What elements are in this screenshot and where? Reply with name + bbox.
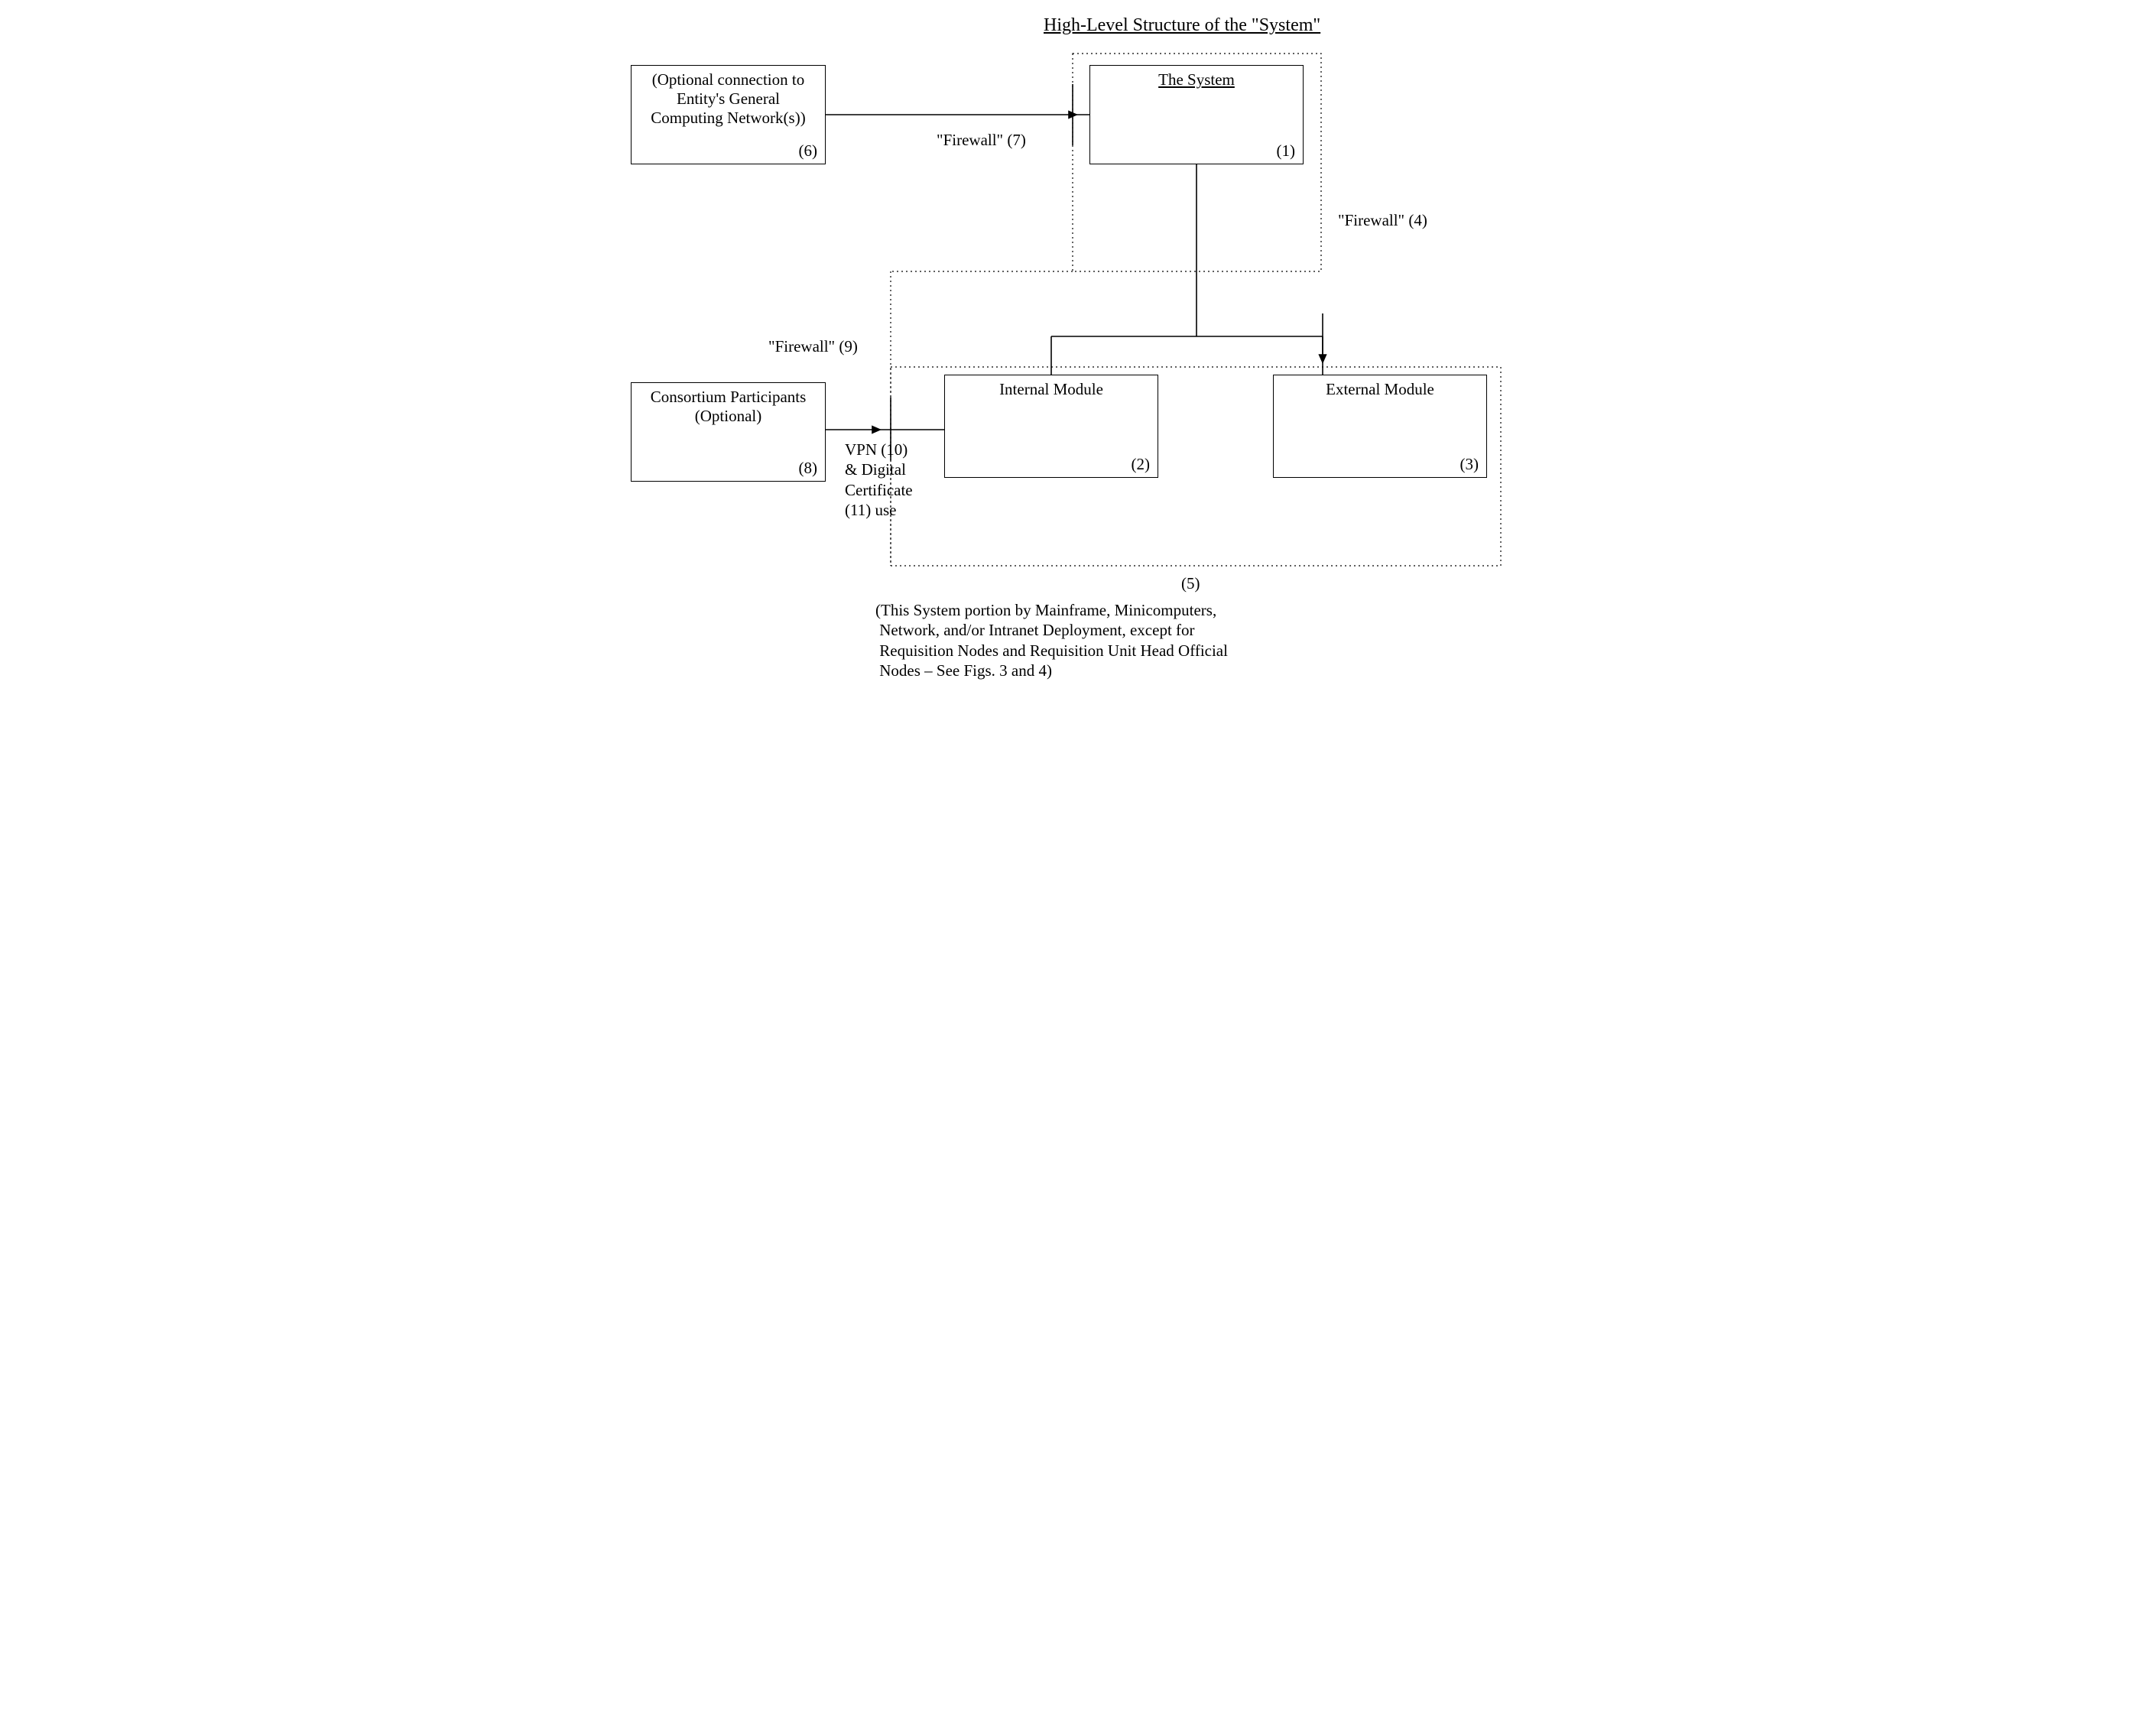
node-text-line: (Optional connection to	[632, 70, 825, 89]
node-optional-connection: (Optional connection toEntity's GeneralC…	[631, 65, 826, 164]
node-label: (Optional connection toEntity's GeneralC…	[632, 66, 825, 128]
diagram-stage: High-Level Structure of the "System" (Op…	[600, 0, 1556, 765]
node-text-line: Entity's General	[632, 89, 825, 109]
node-ref-number: (8)	[799, 459, 818, 478]
node-text-line: Computing Network(s))	[632, 109, 825, 128]
node-label: Consortium Participants(Optional)	[632, 383, 825, 426]
node-text-line: (Optional)	[632, 407, 825, 426]
node-text-line: Consortium Participants	[632, 388, 825, 407]
label-firewall-9: "Firewall" (9)	[768, 336, 858, 356]
node-title: The System	[1090, 70, 1303, 89]
node-text-line: Internal Module	[945, 380, 1158, 399]
node-ref-number: (2)	[1132, 455, 1151, 474]
node-label: The System	[1090, 66, 1303, 89]
node-ref-number: (1)	[1277, 141, 1296, 161]
node-external-module: External Module (3)	[1273, 375, 1487, 478]
label-vpn-digital-cert: VPN (10) & Digital Certificate (11) use	[845, 440, 913, 520]
node-ref-number: (6)	[799, 141, 818, 161]
footer-note: (This System portion by Mainframe, Minic…	[875, 600, 1228, 680]
label-ref-5: (5)	[1181, 573, 1200, 593]
node-text-line: External Module	[1274, 380, 1486, 399]
node-ref-number: (3)	[1460, 455, 1479, 474]
node-label: Internal Module	[945, 375, 1158, 399]
node-label: External Module	[1274, 375, 1486, 399]
node-consortium-participants: Consortium Participants(Optional) (8)	[631, 382, 826, 482]
label-firewall-4: "Firewall" (4)	[1338, 210, 1427, 230]
label-firewall-7: "Firewall" (7)	[937, 130, 1026, 150]
node-the-system: The System (1)	[1089, 65, 1304, 164]
node-internal-module: Internal Module (2)	[944, 375, 1158, 478]
